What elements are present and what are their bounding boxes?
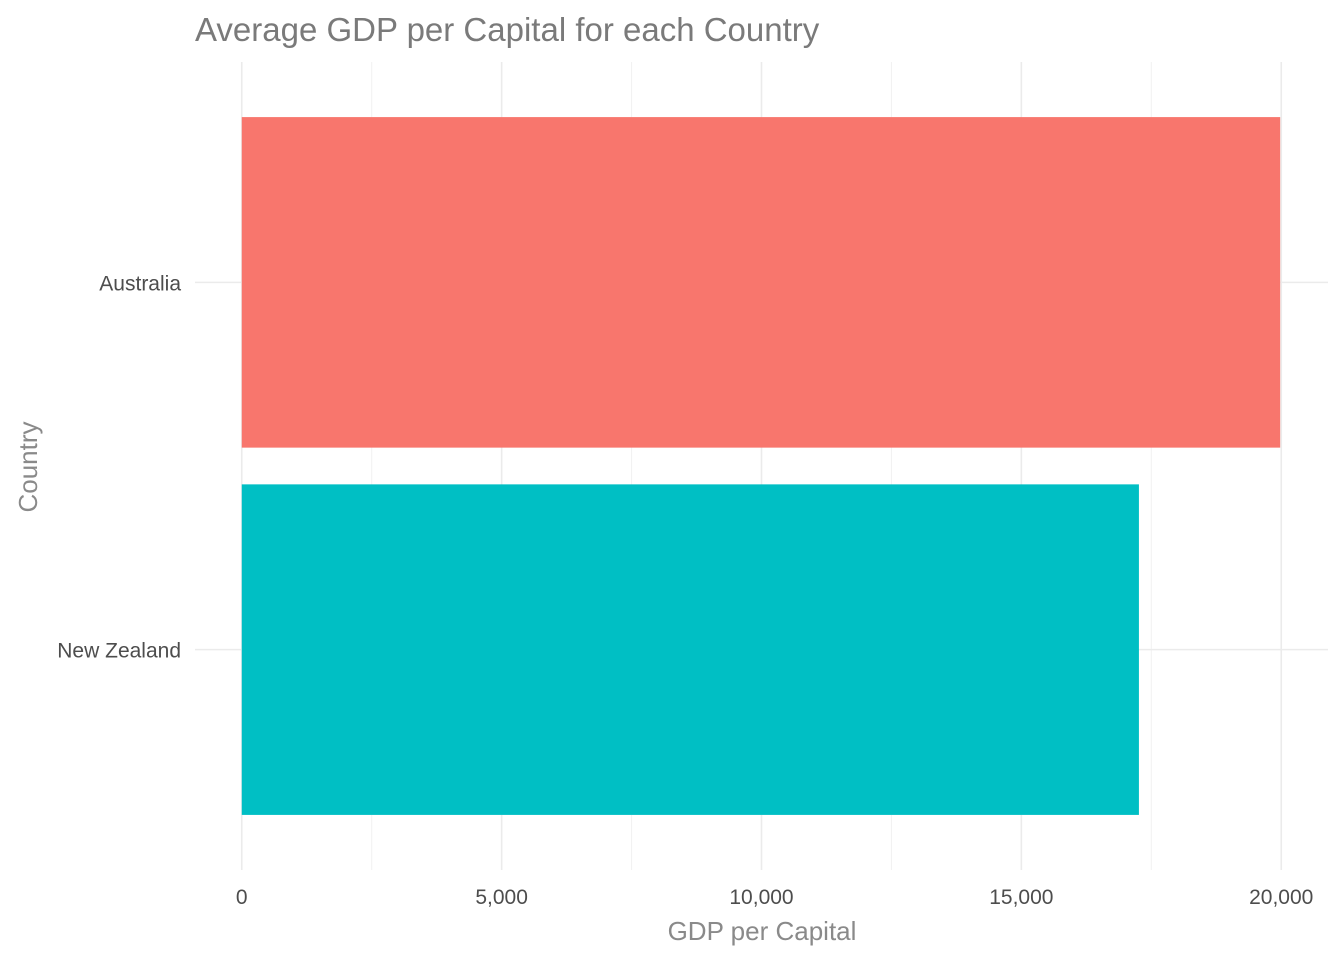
x-tick-label: 20,000 — [1249, 886, 1313, 909]
x-tick-label: 0 — [236, 886, 248, 909]
y-axis-title: Country — [13, 421, 43, 512]
chart-title: Average GDP per Capital for each Country — [195, 11, 820, 48]
bar-australia — [241, 117, 1281, 448]
x-tick-label: 5,000 — [475, 886, 528, 909]
y-tick-label: Australia — [99, 272, 181, 295]
y-tick-labels: Australia New Zealand — [57, 272, 181, 662]
bar-new-zealand — [241, 484, 1139, 815]
x-tick-label: 15,000 — [989, 886, 1053, 909]
y-tick-label: New Zealand — [57, 640, 181, 663]
x-tick-label: 10,000 — [729, 886, 793, 909]
bars — [241, 117, 1281, 815]
x-tick-labels: 0 5,000 10,000 15,000 20,000 — [236, 886, 1313, 909]
x-axis-title: GDP per Capital — [668, 916, 857, 946]
